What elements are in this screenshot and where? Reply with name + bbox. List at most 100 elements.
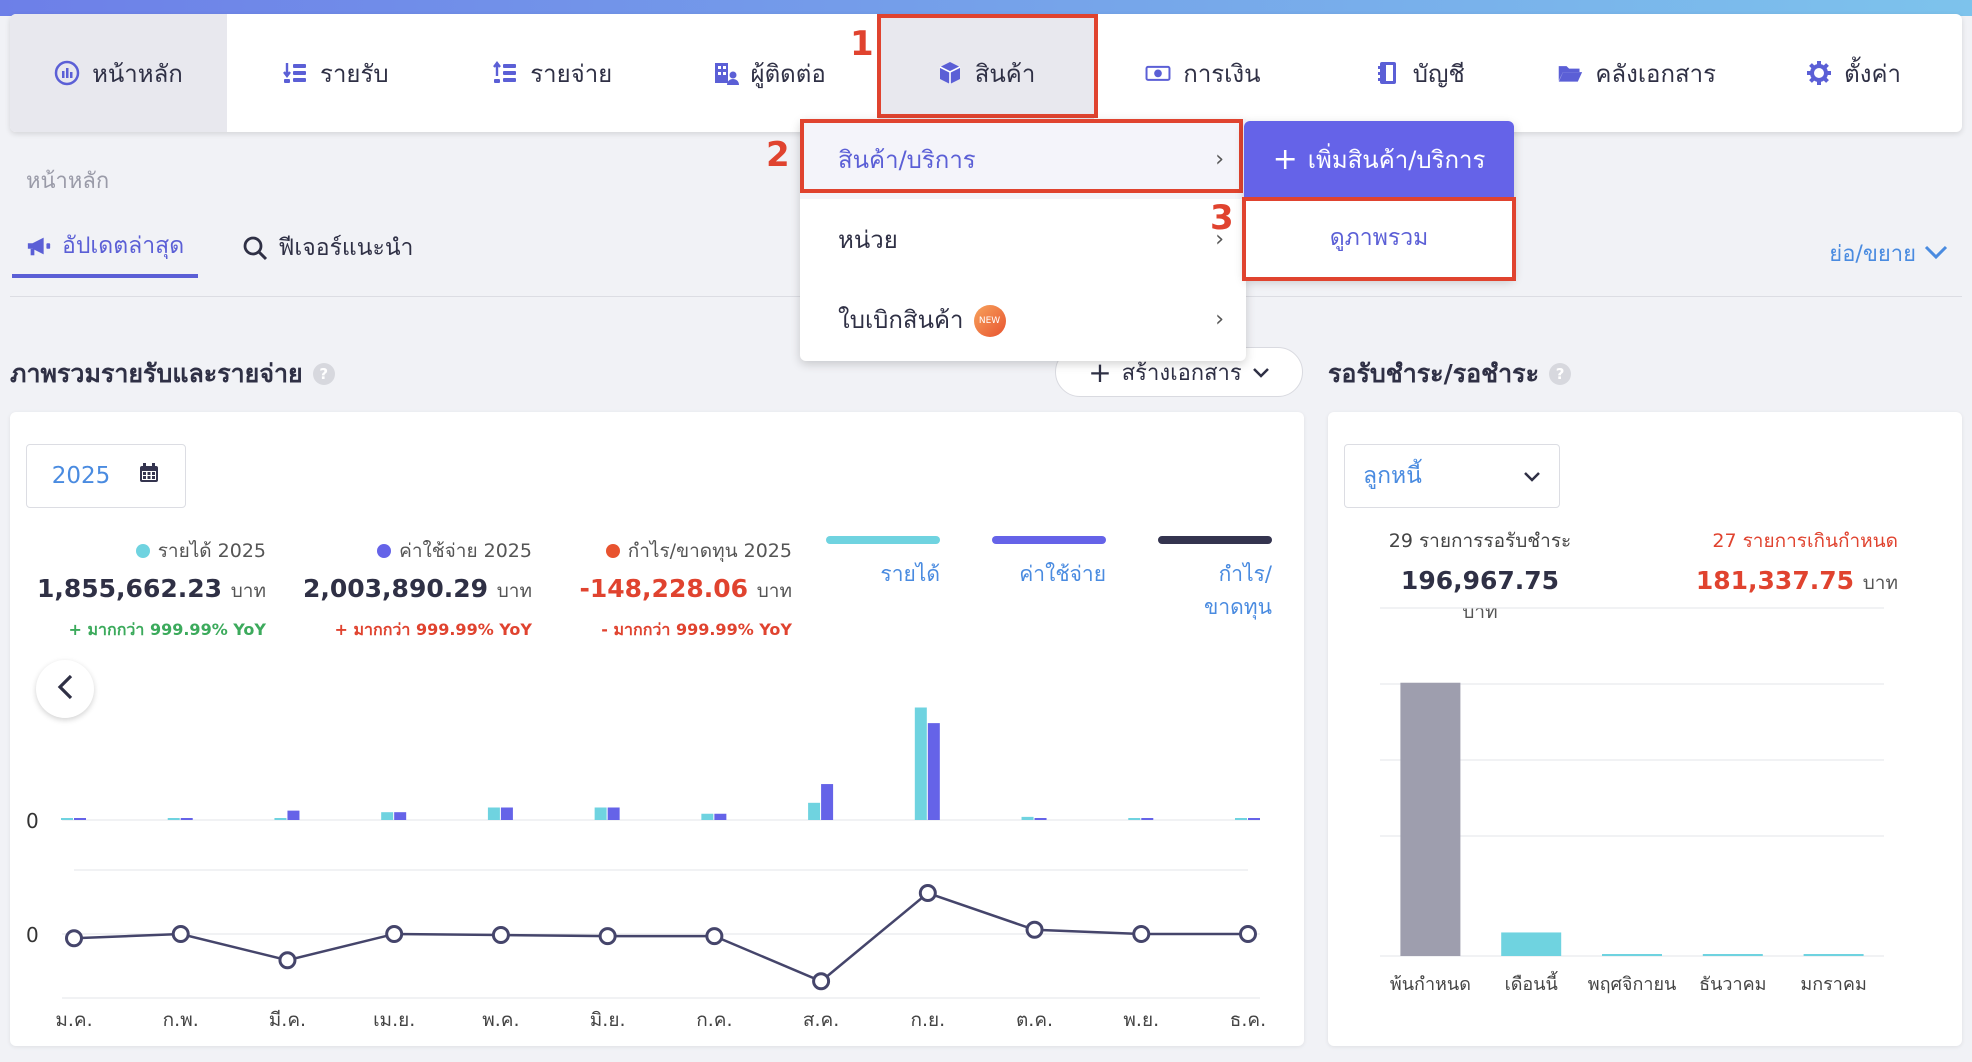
profit-point — [65, 929, 83, 948]
collapse-label: ย่อ/ขยาย — [1829, 242, 1916, 267]
main-navbar: หน้าหลัก รายรับ รายจ่าย ผู้ติดต่อ สินค้า… — [10, 14, 1962, 132]
nav-label-documents: คลังเอกสาร — [1595, 59, 1716, 88]
stat-income-label: รายได้ 2025 — [157, 540, 266, 562]
add-product-label: เพิ่มสินค้า/บริการ — [1307, 145, 1486, 174]
overview-title: ภาพรวมรายรับและรายจ่าย ? — [10, 354, 335, 394]
stat-expense-label-row: ค่าใช้จ่าย 2025 — [290, 536, 532, 566]
income-dot — [135, 544, 150, 558]
pending-category-label: พฤศจิกายน — [1588, 974, 1677, 995]
legend-income-swatch — [826, 536, 940, 544]
stat-expense-yoy: + มากกว่า 999.99% YoY — [334, 620, 532, 639]
stat-expense-unit: บาท — [496, 580, 532, 602]
nav-label-products: สินค้า — [974, 59, 1036, 88]
tab-updates[interactable]: อัปเดตล่าสุด — [12, 228, 199, 278]
bar-expense — [1141, 818, 1154, 820]
bar-income — [1235, 818, 1247, 820]
pending-title: รอรับชำระ/รอชำระ ? — [1328, 354, 1572, 394]
pending-overdue-unit: บาท — [1862, 572, 1898, 594]
search-icon — [242, 235, 268, 261]
profit-point — [1025, 920, 1044, 939]
nav-item-expense[interactable]: รายจ่าย — [444, 14, 661, 132]
add-product-button[interactable]: + เพิ่มสินค้า/บริการ — [1244, 121, 1514, 197]
stat-profit-value: -148,228.06 — [579, 574, 749, 603]
profit-point — [278, 951, 297, 970]
bar-expense — [821, 784, 834, 820]
month-tick-label: เม.ย. — [373, 1009, 415, 1031]
legend-income[interactable]: รายได้ — [826, 536, 940, 591]
stat-income-yoy: + มากกว่า 999.99% YoY — [68, 620, 266, 639]
nav-label-settings: ตั้งค่า — [1844, 59, 1901, 88]
stat-income-value-row: 1,855,662.23 บาท — [30, 574, 266, 606]
legend-profit[interactable]: กำไร/ขาดทุน — [1158, 536, 1272, 624]
new-badge: NEW — [973, 304, 1006, 337]
help-icon[interactable]: ? — [312, 363, 335, 385]
bar-income — [167, 818, 180, 820]
debtor-select[interactable]: ลูกหนี้ — [1344, 444, 1560, 508]
profit-point — [812, 972, 831, 991]
menu-item-requisition-text: ใบเบิกสินค้า NEW — [838, 300, 1006, 339]
tab-features-label: ฟีเจอร์แนะนำ — [278, 235, 414, 261]
pending-category-label: เดือนนี้ — [1505, 971, 1559, 995]
legend-expense[interactable]: ค่าใช้จ่าย — [992, 536, 1106, 591]
chevron-right-icon: › — [1215, 306, 1224, 332]
annotation-3: 3 — [1210, 198, 1234, 238]
month-tick-label: มี.ค. — [269, 1009, 306, 1031]
month-tick-label: พ.ย. — [1123, 1009, 1159, 1031]
bar-axis-tick-label: 0 — [26, 809, 39, 833]
stat-profit-label: กำไร/ขาดทุน 2025 — [627, 540, 792, 562]
nav-item-settings[interactable]: ตั้งค่า — [1745, 14, 1962, 132]
pending-receivable: 29 รายการรอรับชำระ 196,967.75 บาท — [1380, 526, 1580, 627]
profit-line — [73, 891, 1248, 983]
profit-point — [491, 926, 510, 945]
nav-item-income[interactable]: รายรับ — [227, 14, 444, 132]
bar-expense — [1034, 818, 1047, 820]
chevron-left-icon — [56, 673, 74, 705]
year-picker[interactable]: 2025 — [26, 444, 186, 508]
menu-item-products-services[interactable]: สินค้า/บริการ › — [800, 119, 1246, 199]
nav-item-home[interactable]: หน้าหลัก — [10, 14, 227, 132]
stat-income: รายได้ 2025 1,855,662.23 บาท + มากกว่า 9… — [30, 536, 266, 643]
view-overview-button[interactable]: ดูภาพรวม — [1244, 197, 1514, 279]
create-document-label: สร้างเอกสาร — [1121, 360, 1242, 386]
nav-item-accounting[interactable]: บัญชี — [1311, 14, 1528, 132]
highlight-box-view-overview — [1242, 197, 1516, 281]
pending-bar — [1501, 932, 1562, 956]
pending-bar — [1702, 954, 1763, 956]
chart-prev-button[interactable] — [36, 660, 94, 718]
year-value: 2025 — [51, 463, 111, 489]
bar-expense — [714, 813, 727, 820]
bar-income — [808, 802, 821, 820]
income-list-icon — [282, 60, 308, 86]
pending-receivable-label: 29 รายการรอรับชำระ — [1388, 530, 1572, 552]
bar-income — [701, 813, 714, 820]
profit-point — [598, 927, 617, 946]
pending-category-label: มกราคม — [1800, 974, 1866, 995]
collapse-toggle[interactable]: ย่อ/ขยาย — [1829, 236, 1948, 271]
profit-point — [171, 925, 190, 943]
pending-card: ลูกหนี้ 29 รายการรอรับชำระ 196,967.75 บา… — [1328, 412, 1962, 1046]
pending-category-label: ธันวาคม — [1699, 974, 1766, 995]
nav-label-finance: การเงิน — [1183, 59, 1261, 88]
stat-profit-value-row: -148,228.06 บาท — [550, 574, 792, 606]
line-axis-tick-label: 0 — [26, 923, 39, 947]
nav-item-documents[interactable]: คลังเอกสาร — [1528, 14, 1745, 132]
tab-features[interactable]: ฟีเจอร์แนะนำ — [228, 228, 427, 278]
menu-item-requisition-label: ใบเบิกสินค้า — [838, 305, 964, 334]
ledger-icon — [1375, 60, 1401, 86]
profit-dot — [605, 544, 620, 558]
bar-income — [914, 707, 927, 820]
stat-profit-yoy: - มากกว่า 999.99% YoY — [601, 620, 792, 639]
plus-icon: + — [1272, 141, 1298, 177]
nav-item-products[interactable]: สินค้า — [877, 14, 1095, 132]
help-icon[interactable]: ? — [1549, 363, 1572, 385]
menu-item-requisition[interactable]: ใบเบิกสินค้า NEW › — [800, 279, 1246, 359]
contacts-icon — [713, 60, 739, 86]
folder-icon — [1557, 60, 1583, 86]
nav-item-contacts[interactable]: ผู้ติดต่อ — [661, 14, 878, 132]
overview-title-text: ภาพรวมรายรับและรายจ่าย — [10, 359, 303, 388]
pending-bar — [1803, 954, 1864, 956]
stat-income-label-row: รายได้ 2025 — [30, 536, 266, 566]
chevron-down-icon — [1252, 360, 1270, 385]
menu-item-units[interactable]: หน่วย › — [800, 199, 1246, 279]
nav-item-finance[interactable]: การเงิน — [1094, 14, 1311, 132]
